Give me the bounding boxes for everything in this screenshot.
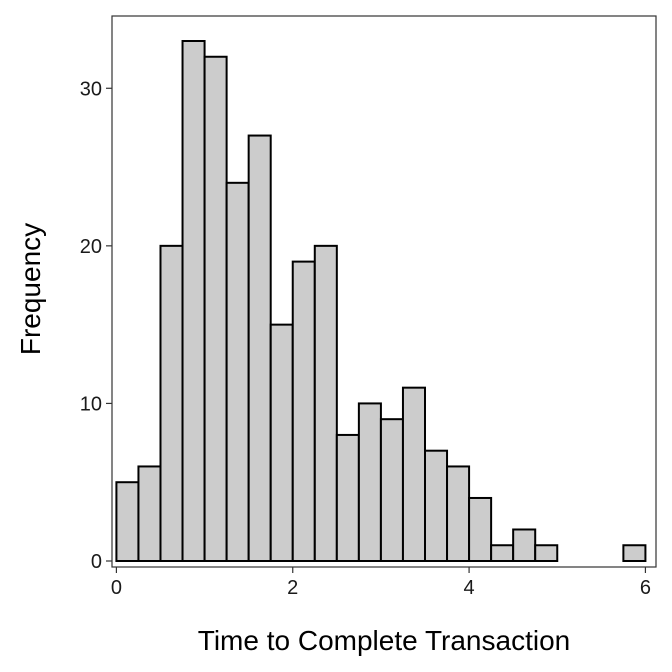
x-tick-label: 0 [111,577,122,599]
histogram-bar [225,181,250,562]
x-tick-label: 6 [640,577,651,599]
histogram-bar [335,433,360,562]
histogram-bar [181,40,206,562]
histogram-bar [446,465,471,563]
histogram-bar [203,55,228,563]
histogram-bar [423,449,449,562]
histogram-bar [379,418,404,562]
x-tick-label: 4 [464,577,475,599]
x-axis-title: Time to Complete Transaction [198,625,570,656]
histogram-bars [115,40,647,563]
histogram-bar [401,386,426,562]
histogram-bar [313,244,338,562]
histogram-bar [490,544,515,563]
y-tick-label: 0 [91,551,102,573]
x-axis: 0 2 4 6 [111,567,651,599]
histogram-bar [137,465,162,563]
histogram-bar [159,244,184,562]
y-tick-label: 30 [80,78,102,100]
plot-panel-border [111,15,657,568]
histogram-bar [269,323,294,562]
y-tick-label: 20 [80,236,102,258]
histogram-bar [115,481,140,563]
histogram-bar [468,496,493,562]
histogram-bar [291,260,316,562]
histogram-bar [622,544,647,563]
histogram-bar [247,134,272,563]
y-axis-title: Frequency [15,223,46,355]
histogram-bar [357,402,382,563]
y-axis: 0 10 20 30 [80,78,112,573]
histogram-bar [534,544,559,563]
y-tick-label: 10 [80,393,102,415]
histogram-bar [512,528,537,563]
x-tick-label: 2 [287,577,298,599]
